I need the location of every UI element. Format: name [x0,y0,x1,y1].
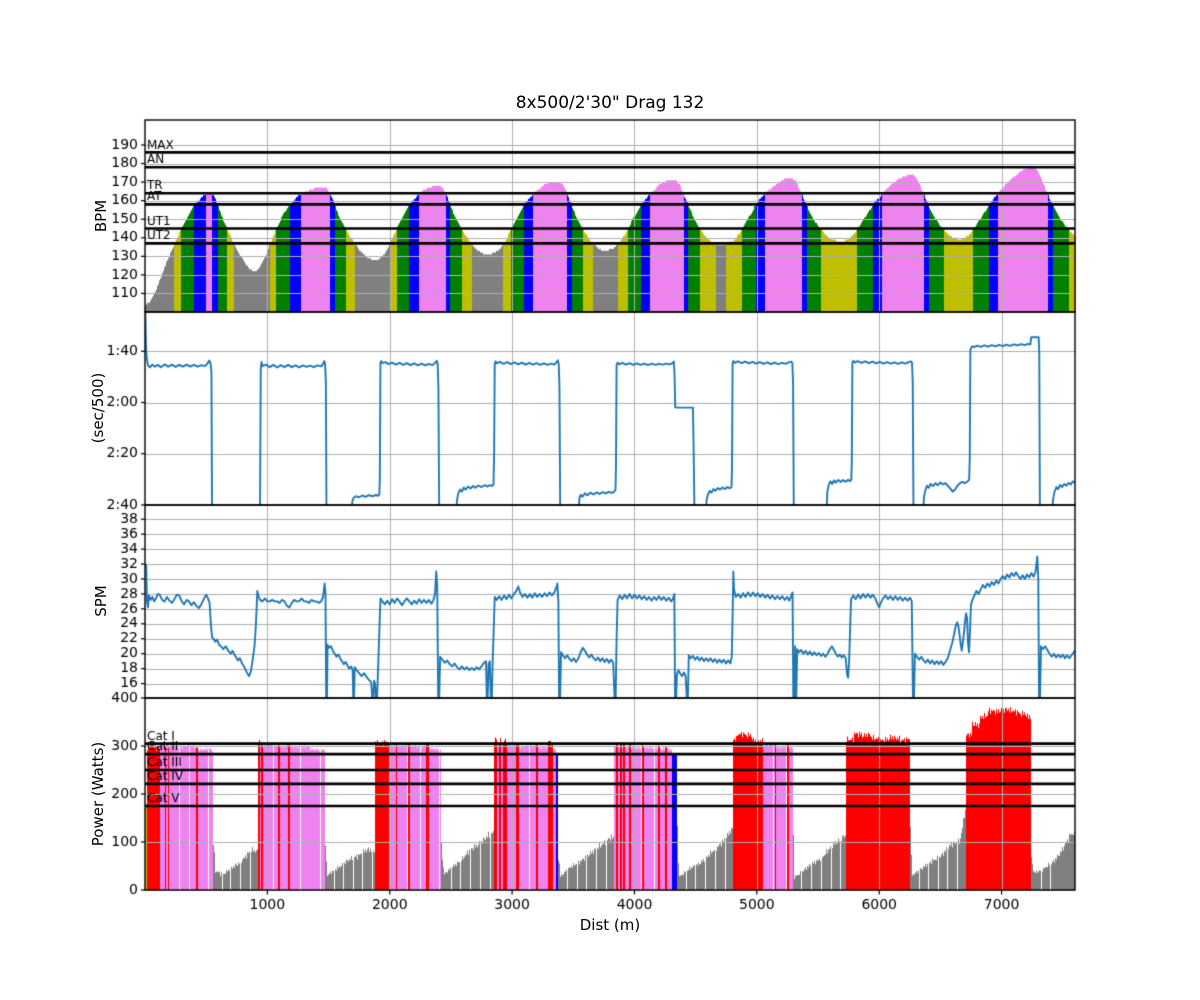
pace-axis-label: (sec/500) [89,372,107,444]
hr-axis-label: BPM [92,199,110,233]
power-axis-label: Power (Watts) [89,741,107,847]
page-title: 8x500/2'30" Drag 132 [515,93,705,113]
spm-axis-label: SPM [92,585,110,617]
x-axis-label: Dist (m) [579,916,641,934]
